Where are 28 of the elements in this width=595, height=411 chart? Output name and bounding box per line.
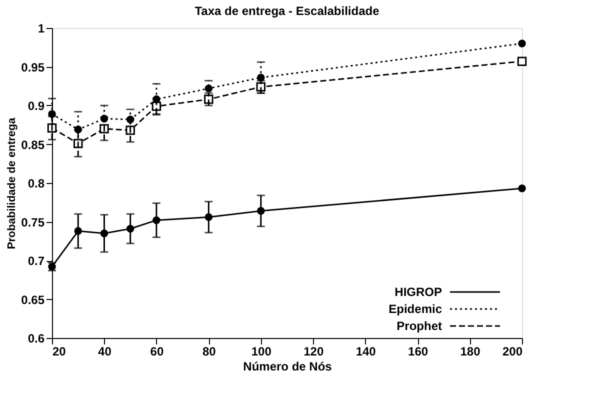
x-tick-label: 20 (52, 344, 66, 358)
legend-label: HIGROP (394, 285, 442, 299)
legend-label: Prophet (396, 319, 442, 333)
legend-label: Epidemic (388, 302, 442, 316)
y-tick-label: 0.65 (21, 292, 45, 307)
x-axis-title: Número de Nós (243, 360, 332, 374)
y-tick-label: 0.95 (21, 60, 45, 74)
y-tick-label: 1 (38, 22, 45, 36)
x-tick-label: 140 (356, 344, 376, 358)
x-tick-label: 180 (460, 344, 481, 358)
x-tick-label: 80 (202, 344, 216, 358)
x-tick-label: 120 (304, 344, 324, 358)
x-tick-label: 160 (408, 344, 428, 358)
y-tick-label: 0.9 (28, 99, 45, 113)
y-tick-label: 0.7 (28, 254, 45, 268)
x-tick-label: 60 (150, 344, 164, 358)
x-tick-label: 200 (502, 344, 523, 358)
point (518, 40, 526, 48)
point (518, 184, 526, 192)
y-tick-label: 0.8 (28, 176, 45, 190)
y-tick-label: 0.75 (21, 215, 45, 230)
y-tick-label: 0.6 (28, 332, 45, 346)
point (517, 56, 527, 66)
chart-title: Taxa de entrega - Escalabilidade (194, 4, 380, 18)
y-axis-title: Probabilidade de entrega (6, 116, 18, 250)
x-tick-label: 40 (98, 344, 112, 358)
y-tick-label: 0.85 (21, 138, 45, 152)
x-tick-label: 100 (251, 344, 272, 358)
